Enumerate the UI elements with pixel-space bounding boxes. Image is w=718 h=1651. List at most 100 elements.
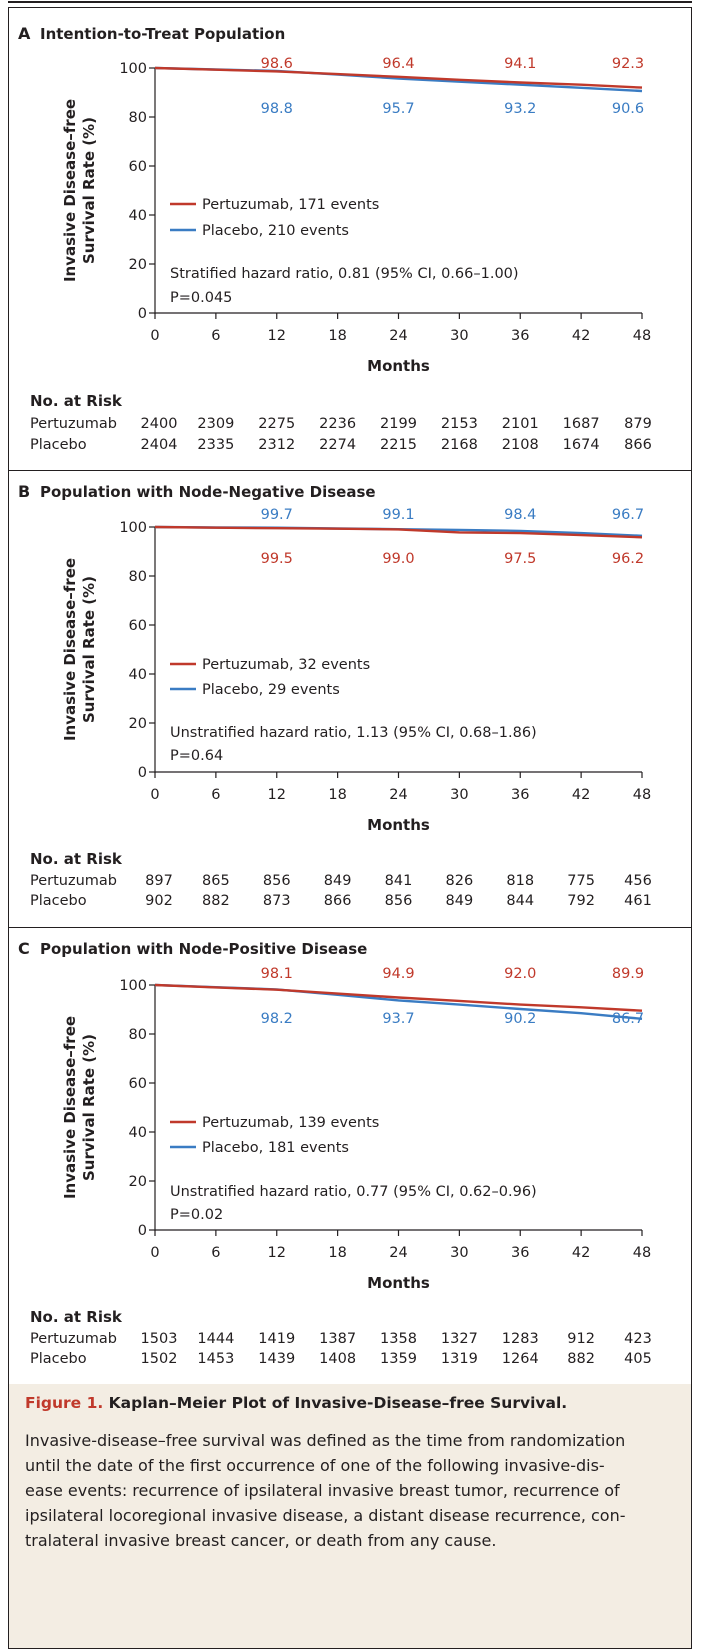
hazard-ratio-text: Unstratified hazard ratio, 1.13 (95% CI,… (170, 725, 537, 741)
risk-value: 1408 (319, 1351, 356, 1367)
y-tick-label: 60 (129, 618, 147, 634)
risk-value: 865 (202, 873, 230, 889)
caption-line-2: until the date of the first occurrence o… (25, 1456, 605, 1475)
risk-value: 866 (324, 893, 352, 909)
risk-value: 879 (624, 416, 652, 432)
figure: A Intention-to-Treat Population 0 20 40 60 80 1… (8, 0, 692, 1649)
data-label-upper: 98.6 (261, 56, 293, 72)
data-label-upper: 92.3 (612, 56, 644, 72)
risk-value: 1453 (197, 1351, 234, 1367)
y-tick-label: 60 (129, 159, 147, 175)
y-axis-title-line-1: Invasive Disease–free (61, 1016, 79, 1199)
x-axis-title: Months (367, 357, 430, 375)
data-label-lower: 98.8 (261, 101, 293, 117)
risk-value: 844 (506, 893, 534, 909)
risk-table-title: No. at Risk (30, 392, 123, 410)
y-tick-label: 0 (138, 1223, 147, 1239)
y-tick-label: 20 (129, 257, 147, 273)
data-label-lower: 99.0 (382, 551, 414, 567)
hazard-ratio-text: Stratified hazard ratio, 0.81 (95% CI, 0… (170, 266, 519, 282)
top-rule (8, 1, 692, 3)
y-axis-title-line-2: Survival Rate (%) (80, 1034, 98, 1181)
x-tick-label: 48 (633, 787, 651, 803)
p-value-text: P=0.64 (170, 748, 223, 764)
risk-value: 461 (624, 893, 652, 909)
x-tick-label: 24 (389, 1245, 407, 1261)
panel-title: Population with Node-Negative Disease (40, 483, 376, 501)
risk-value: 2274 (319, 437, 356, 453)
risk-value: 2312 (258, 437, 295, 453)
risk-value: 902 (145, 893, 173, 909)
risk-value: 2236 (319, 416, 356, 432)
hazard-ratio-text: Unstratified hazard ratio, 0.77 (95% CI,… (170, 1184, 537, 1200)
data-label-upper: 98.1 (261, 966, 293, 982)
panel-letter: A (18, 24, 31, 43)
risk-value: 873 (263, 893, 291, 909)
y-tick-label: 40 (129, 208, 147, 224)
panel-letter: C (18, 939, 30, 958)
y-tick-label: 0 (138, 306, 147, 322)
risk-value: 826 (446, 873, 474, 889)
caption-figure-label: Figure 1. (25, 1394, 104, 1412)
x-tick-label: 12 (268, 1245, 286, 1261)
risk-value: 1419 (258, 1331, 295, 1347)
risk-value: 1327 (441, 1331, 478, 1347)
legend-label: Pertuzumab, 32 events (202, 657, 370, 673)
risk-value: 2153 (441, 416, 478, 432)
data-label-upper: 99.1 (382, 507, 414, 523)
figure-frame (8, 7, 692, 1649)
y-tick-label: 100 (119, 978, 147, 994)
x-tick-label: 12 (268, 787, 286, 803)
data-label-upper: 99.7 (261, 507, 293, 523)
panel-title: Population with Node-Positive Disease (40, 940, 367, 958)
y-axis-title-line-1: Invasive Disease–free (61, 99, 79, 282)
x-tick-label: 30 (450, 328, 468, 344)
x-tick-label: 42 (572, 328, 590, 344)
caption-line-4: ipsilateral locoregional invasive diseas… (25, 1506, 626, 1525)
x-tick-label: 6 (211, 1245, 220, 1261)
y-tick-label: 80 (129, 569, 147, 585)
data-label-lower: 95.7 (382, 101, 414, 117)
risk-value: 2101 (502, 416, 539, 432)
y-tick-label: 80 (129, 110, 147, 126)
risk-row-label: Placebo (30, 1351, 87, 1367)
pertuzumab-curve (154, 525, 643, 539)
risk-row-label: Placebo (30, 437, 87, 453)
risk-value: 1687 (563, 416, 600, 432)
panel-divider-2 (8, 927, 692, 928)
x-tick-label: 42 (572, 1245, 590, 1261)
panel-c-chart: C Population with Node-Positive Disease 0 2… (18, 939, 652, 1367)
x-tick-label: 0 (150, 328, 159, 344)
risk-row-label: Pertuzumab (30, 873, 117, 889)
panel-title: Intention-to-Treat Population (40, 25, 285, 43)
y-tick-label: 100 (119, 520, 147, 536)
risk-value: 856 (263, 873, 291, 889)
data-label-upper: 96.7 (612, 507, 644, 523)
risk-value: 856 (385, 893, 413, 909)
y-tick-label: 20 (129, 1174, 147, 1190)
risk-value: 882 (202, 893, 230, 909)
caption-line-5: tralateral invasive breast cancer, or de… (25, 1531, 497, 1550)
pertuzumab-curve (154, 66, 643, 89)
data-label-upper: 98.4 (504, 507, 536, 523)
risk-value: 1283 (502, 1331, 539, 1347)
risk-value: 1444 (197, 1331, 234, 1347)
risk-value: 849 (324, 873, 352, 889)
risk-value: 2309 (197, 416, 234, 432)
x-tick-label: 36 (511, 328, 529, 344)
risk-value: 456 (624, 873, 652, 889)
risk-value: 2400 (141, 416, 178, 432)
y-tick-label: 0 (138, 765, 147, 781)
pertuzumab-curve (154, 983, 643, 1012)
figure-caption: Figure 1. Kaplan–Meier Plot of Invasive-… (9, 1384, 691, 1648)
risk-value: 423 (624, 1331, 652, 1347)
data-label-upper: 94.9 (382, 966, 414, 982)
risk-value: 2199 (380, 416, 417, 432)
p-value-text: P=0.045 (170, 290, 232, 306)
legend-label: Placebo, 29 events (202, 682, 340, 698)
data-label-lower: 86.7 (612, 1011, 644, 1027)
data-label-lower: 90.2 (504, 1011, 536, 1027)
caption-title-text: Kaplan–Meier Plot of Invasive-Disease–fr… (108, 1394, 568, 1412)
data-label-lower: 98.2 (261, 1011, 293, 1027)
data-label-lower: 99.5 (261, 551, 293, 567)
